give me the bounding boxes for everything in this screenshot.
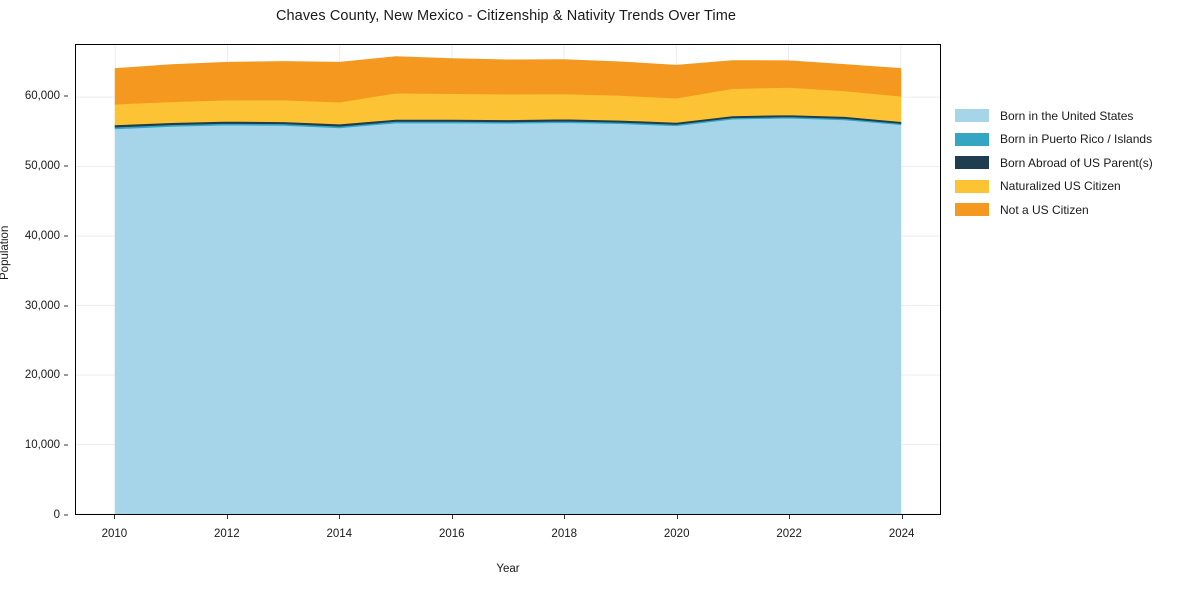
x-tick-label: 2014: [326, 528, 353, 540]
x-tick-mark: [226, 515, 228, 519]
legend-item[interactable]: Born in Puerto Rico / Islands: [955, 128, 1185, 152]
y-axis-ticks: 0 10,000 20,000 30,000 40,000 50,000 60,000: [0, 44, 68, 521]
legend-item[interactable]: Born in the United States: [955, 104, 1185, 128]
x-tick-mark: [451, 515, 453, 519]
x-tick-mark: [676, 515, 678, 519]
chart-title: Chaves County, New Mexico - Citizenship …: [275, 8, 737, 24]
legend-color-swatch: [955, 132, 989, 146]
x-tick-label: 2024: [888, 528, 915, 540]
x-tick-mark: [339, 515, 341, 519]
y-tick-label: 60,000: [24, 90, 60, 103]
x-tick-label: 2022: [776, 528, 802, 540]
legend-color-swatch: [955, 179, 989, 193]
legend-label: Not a US Citizen: [1000, 202, 1089, 217]
chart-legend: Born in the United States Born in Puerto …: [955, 104, 1185, 222]
legend-label: Born in Puerto Rico / Islands: [1000, 132, 1153, 147]
x-tick-mark: [901, 515, 903, 519]
x-tick-mark: [564, 515, 566, 519]
legend-label: Born in the United States: [1000, 108, 1134, 123]
legend-label: Born Abroad of US Parent(s): [1000, 155, 1153, 170]
legend-color-swatch: [955, 109, 989, 123]
y-tick-label: 50,000: [24, 160, 60, 173]
area-series: [115, 57, 900, 104]
x-tick-label: 2016: [438, 528, 465, 540]
y-tick-label: 40,000: [24, 229, 60, 242]
y-tick-mark: [64, 235, 68, 237]
x-tick-label: 2020: [663, 528, 690, 540]
x-axis-ticks: 2010 2012 2014 2016 2018 2020 2022 2024: [75, 515, 941, 545]
stacked-area-series: [76, 45, 940, 514]
legend-color-swatch: [955, 203, 989, 217]
y-tick-mark: [64, 165, 68, 167]
legend-item[interactable]: Not a US Citizen: [955, 198, 1185, 222]
y-tick-mark: [64, 374, 68, 376]
y-tick-mark: [64, 95, 68, 97]
x-tick-label: 2012: [214, 528, 240, 540]
y-tick-label: 30,000: [24, 299, 60, 312]
y-tick-label: 20,000: [24, 369, 60, 382]
y-tick-mark: [64, 514, 68, 516]
area-series: [115, 118, 900, 514]
x-tick-mark: [114, 515, 116, 519]
legend-item[interactable]: Born Abroad of US Parent(s): [955, 151, 1185, 175]
legend-label: Naturalized US Citizen: [1000, 179, 1121, 194]
x-tick-mark: [789, 515, 791, 519]
y-tick-label: 10,000: [24, 439, 60, 452]
plot-area: [75, 44, 941, 515]
x-tick-label: 2018: [551, 528, 578, 540]
y-tick-mark: [64, 444, 68, 446]
x-axis-label: Year: [496, 563, 520, 575]
legend-color-swatch: [955, 156, 989, 170]
y-tick-label: 0: [53, 509, 60, 521]
y-tick-mark: [64, 305, 68, 307]
x-tick-label: 2010: [101, 528, 128, 540]
legend-item[interactable]: Naturalized US Citizen: [955, 175, 1185, 199]
